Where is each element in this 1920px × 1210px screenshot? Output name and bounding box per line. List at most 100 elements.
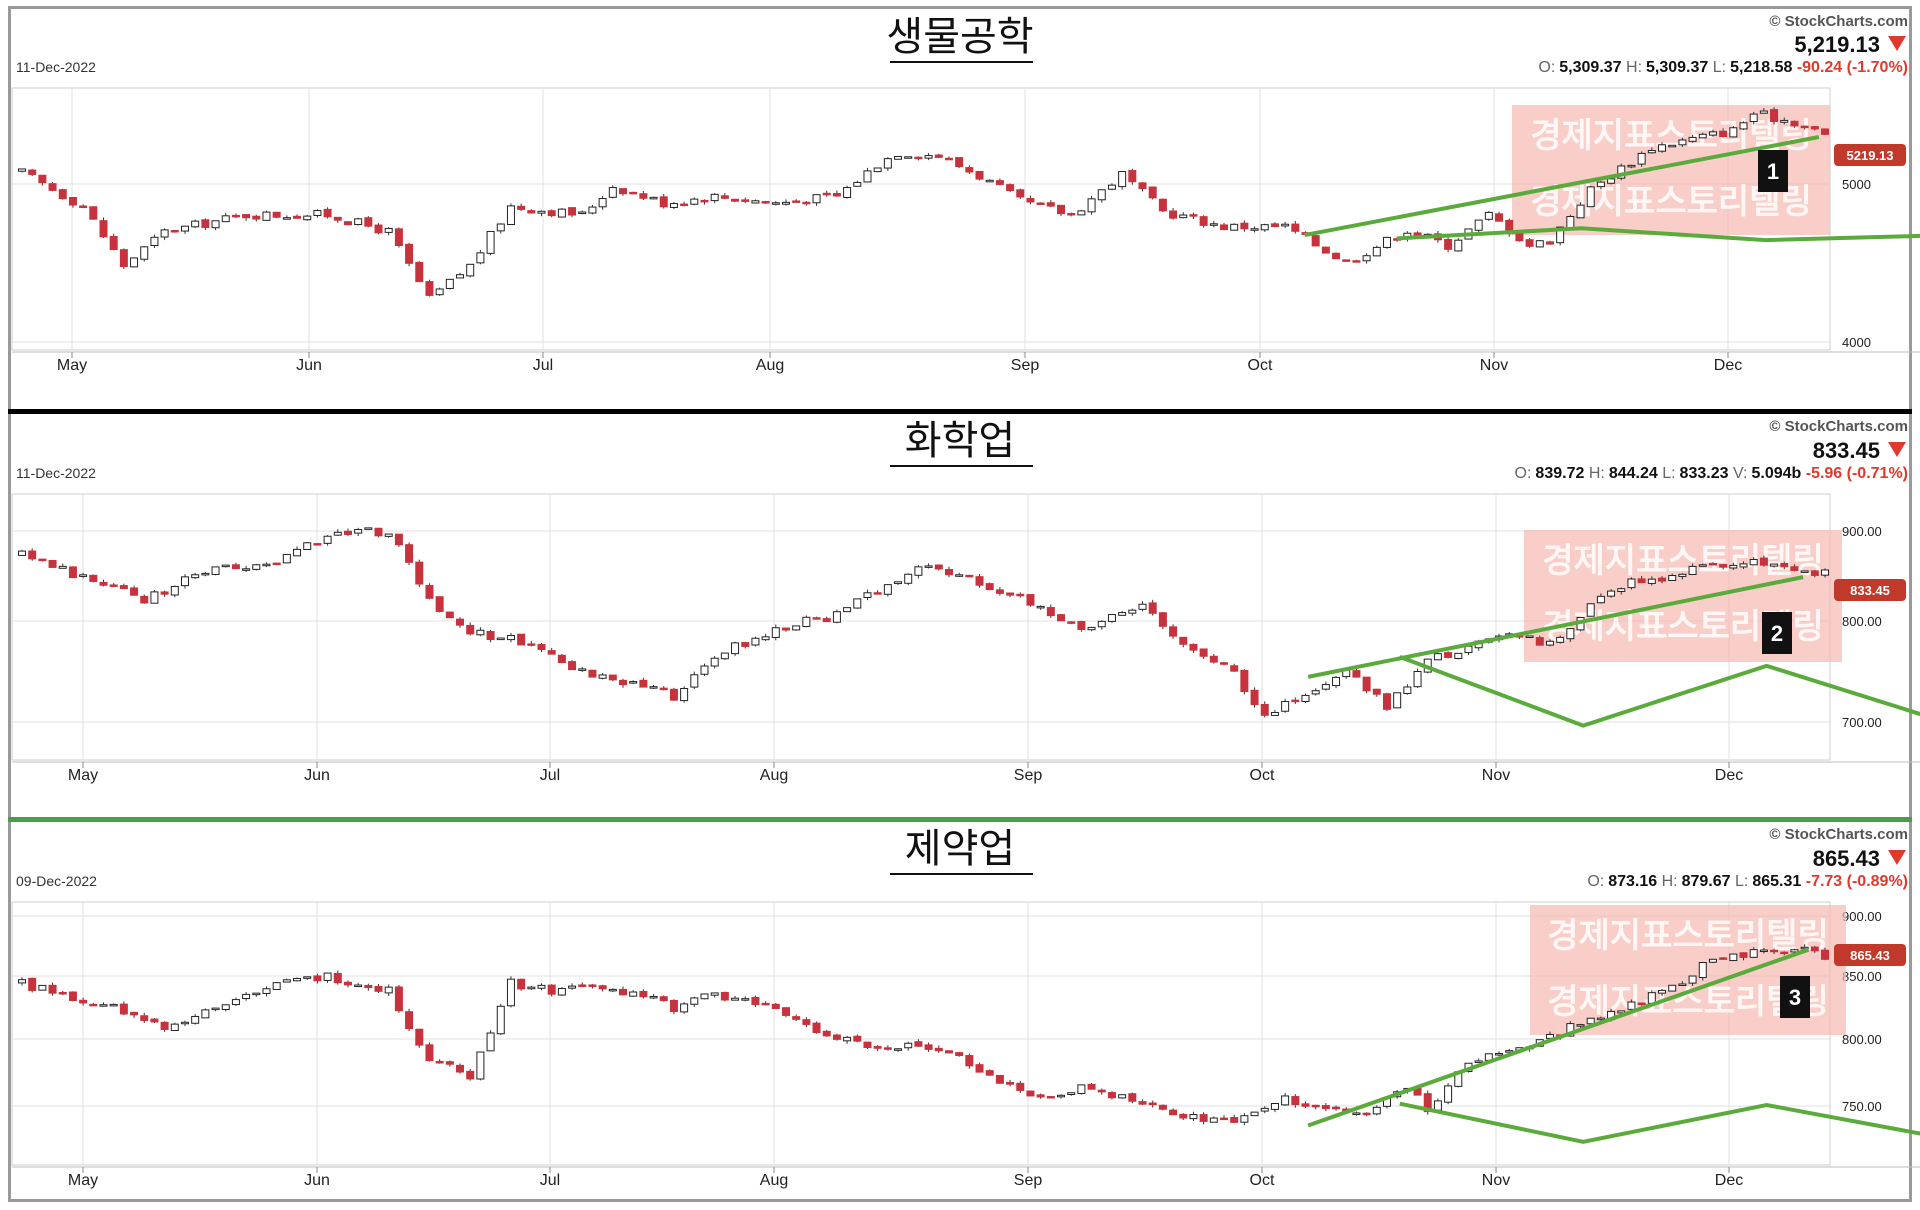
candle [1332, 1106, 1341, 1110]
candle [252, 215, 261, 220]
candle [1240, 222, 1249, 230]
candle [496, 637, 505, 641]
ohlc-label: O: [1587, 873, 1604, 890]
candle [242, 214, 251, 219]
candle [425, 1044, 434, 1062]
candle [731, 997, 740, 1001]
candle [1342, 259, 1351, 262]
candle [1220, 224, 1228, 231]
candle [1118, 1094, 1127, 1099]
candle [262, 988, 271, 994]
candle [832, 1034, 841, 1040]
candle [58, 991, 67, 995]
candle [761, 636, 770, 641]
candle [1678, 573, 1687, 577]
candle [1016, 189, 1025, 198]
candle [354, 218, 363, 226]
candle [547, 650, 556, 655]
candle [863, 170, 872, 183]
panel-separator [8, 409, 1912, 414]
candle [914, 156, 923, 160]
candle [79, 574, 88, 577]
chart-date: 09-Dec-2022 [16, 873, 97, 889]
candle [466, 1070, 475, 1080]
y-tick-label: 750.00 [1842, 1099, 1882, 1114]
candle [1352, 1112, 1361, 1115]
candle [680, 203, 689, 207]
candle [985, 179, 994, 183]
candle [303, 215, 312, 221]
candle [537, 210, 546, 214]
candle [18, 168, 26, 172]
candle [934, 1047, 943, 1052]
candle [1077, 1084, 1086, 1094]
candle [629, 991, 638, 997]
candle [323, 972, 332, 981]
candle [221, 215, 230, 223]
candle [343, 981, 352, 986]
candle [130, 587, 139, 596]
candle [1474, 219, 1483, 231]
candle [608, 988, 617, 992]
candle [38, 558, 47, 562]
candle [955, 157, 964, 168]
candle [629, 191, 638, 195]
candle [1077, 620, 1086, 630]
candle [68, 991, 77, 1002]
candle [48, 183, 57, 191]
candle [1545, 1033, 1554, 1039]
candle [364, 527, 373, 530]
candle [1209, 223, 1218, 226]
candle [517, 978, 526, 990]
candle [1617, 1010, 1626, 1014]
chart-title: 생물공학 [886, 14, 1033, 60]
candle [1128, 170, 1137, 183]
candle [1250, 228, 1259, 231]
candle [894, 581, 903, 585]
candle [1169, 210, 1178, 219]
candle [506, 635, 515, 641]
candle [1260, 1107, 1269, 1112]
candle [832, 611, 841, 623]
trend-line [1307, 575, 1804, 679]
ohlc-label: L: [1662, 465, 1675, 482]
candle [1566, 628, 1575, 640]
candle [201, 219, 210, 228]
candle [282, 979, 291, 983]
ohlc-value: 844.24 [1609, 465, 1658, 482]
candle [1179, 214, 1188, 219]
candle [792, 1016, 801, 1020]
candle [99, 220, 108, 238]
candle [955, 1052, 964, 1056]
candle [130, 1011, 139, 1016]
candle [822, 1030, 831, 1037]
candle [1107, 614, 1116, 622]
candle [1688, 565, 1697, 575]
y-tick-label: 800.00 [1842, 1032, 1882, 1047]
ohlc-label: H: [1589, 465, 1605, 482]
candle [1067, 621, 1076, 624]
x-tick-label: Aug [760, 767, 788, 784]
candle [1637, 1002, 1646, 1006]
candle [384, 227, 393, 233]
candle [1158, 198, 1167, 212]
candle [1016, 1082, 1025, 1091]
candle [1209, 1117, 1218, 1123]
candle [710, 992, 719, 996]
candle [415, 1028, 424, 1046]
candle [1393, 692, 1402, 709]
candle [1586, 1017, 1595, 1025]
candle [1708, 562, 1717, 566]
candle [1556, 226, 1565, 244]
candle [466, 263, 475, 277]
candle [1719, 130, 1728, 138]
candle [751, 996, 760, 1005]
candle [1688, 975, 1697, 984]
candle [1332, 252, 1341, 260]
candle [1770, 949, 1779, 953]
candle [700, 199, 709, 203]
candle [170, 585, 179, 596]
candle [537, 644, 546, 650]
candle [1026, 197, 1035, 203]
candle [79, 205, 88, 208]
